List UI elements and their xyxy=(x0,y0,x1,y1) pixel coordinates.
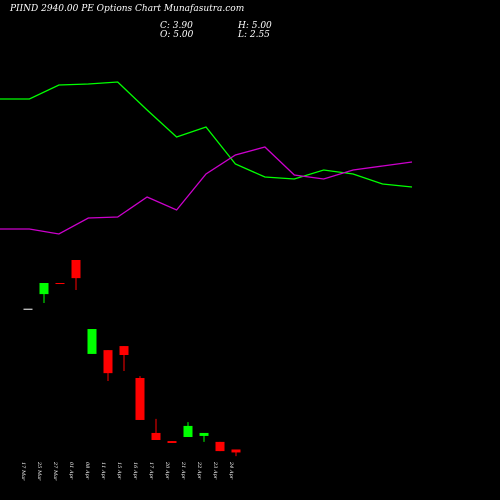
candle-body xyxy=(103,350,113,374)
indicator-line xyxy=(0,146,413,235)
candle-body xyxy=(199,432,209,436)
candle-body xyxy=(231,449,241,453)
x-tick-label: 17 Mar xyxy=(20,462,26,481)
x-tick-label: 11 Apr xyxy=(100,462,106,480)
x-tick-label: 15 Apr xyxy=(116,462,122,480)
x-tick-label: 16 Apr xyxy=(132,462,138,480)
x-tick-label: 17 Apr xyxy=(148,462,154,480)
candle-body xyxy=(215,441,225,452)
x-tick-label: 01 Apr xyxy=(68,462,74,480)
x-tick-label: 22 Apr xyxy=(196,461,202,480)
candle-body xyxy=(55,283,65,285)
candle-body xyxy=(151,432,161,440)
candle-body xyxy=(39,283,49,295)
x-tick-label: 21 Apr xyxy=(180,461,186,480)
candle-body xyxy=(183,425,193,438)
candle-body xyxy=(71,260,81,279)
x-tick-label: 20 Apr xyxy=(164,461,170,480)
candle-body xyxy=(87,329,97,354)
x-tick-label: 23 Apr xyxy=(212,461,218,480)
close-label: C: 3.90 xyxy=(160,21,193,31)
low-label: L: 2.55 xyxy=(237,30,270,40)
candle-body xyxy=(23,308,33,310)
x-tick-label: 25 Mar xyxy=(36,461,42,481)
x-tick-label: 24 Apr xyxy=(228,461,234,480)
high-label: H: 5.00 xyxy=(237,21,272,31)
x-tick-label: 08 Apr xyxy=(84,462,90,480)
open-label: O: 5.00 xyxy=(160,30,194,40)
candle-body xyxy=(135,378,145,420)
chart-title: PIIND 2940.00 PE Options Chart Munafasut… xyxy=(9,4,244,14)
x-tick-label: 27 Mar xyxy=(52,461,58,481)
candle-body xyxy=(167,441,177,443)
candle-body xyxy=(119,346,129,356)
